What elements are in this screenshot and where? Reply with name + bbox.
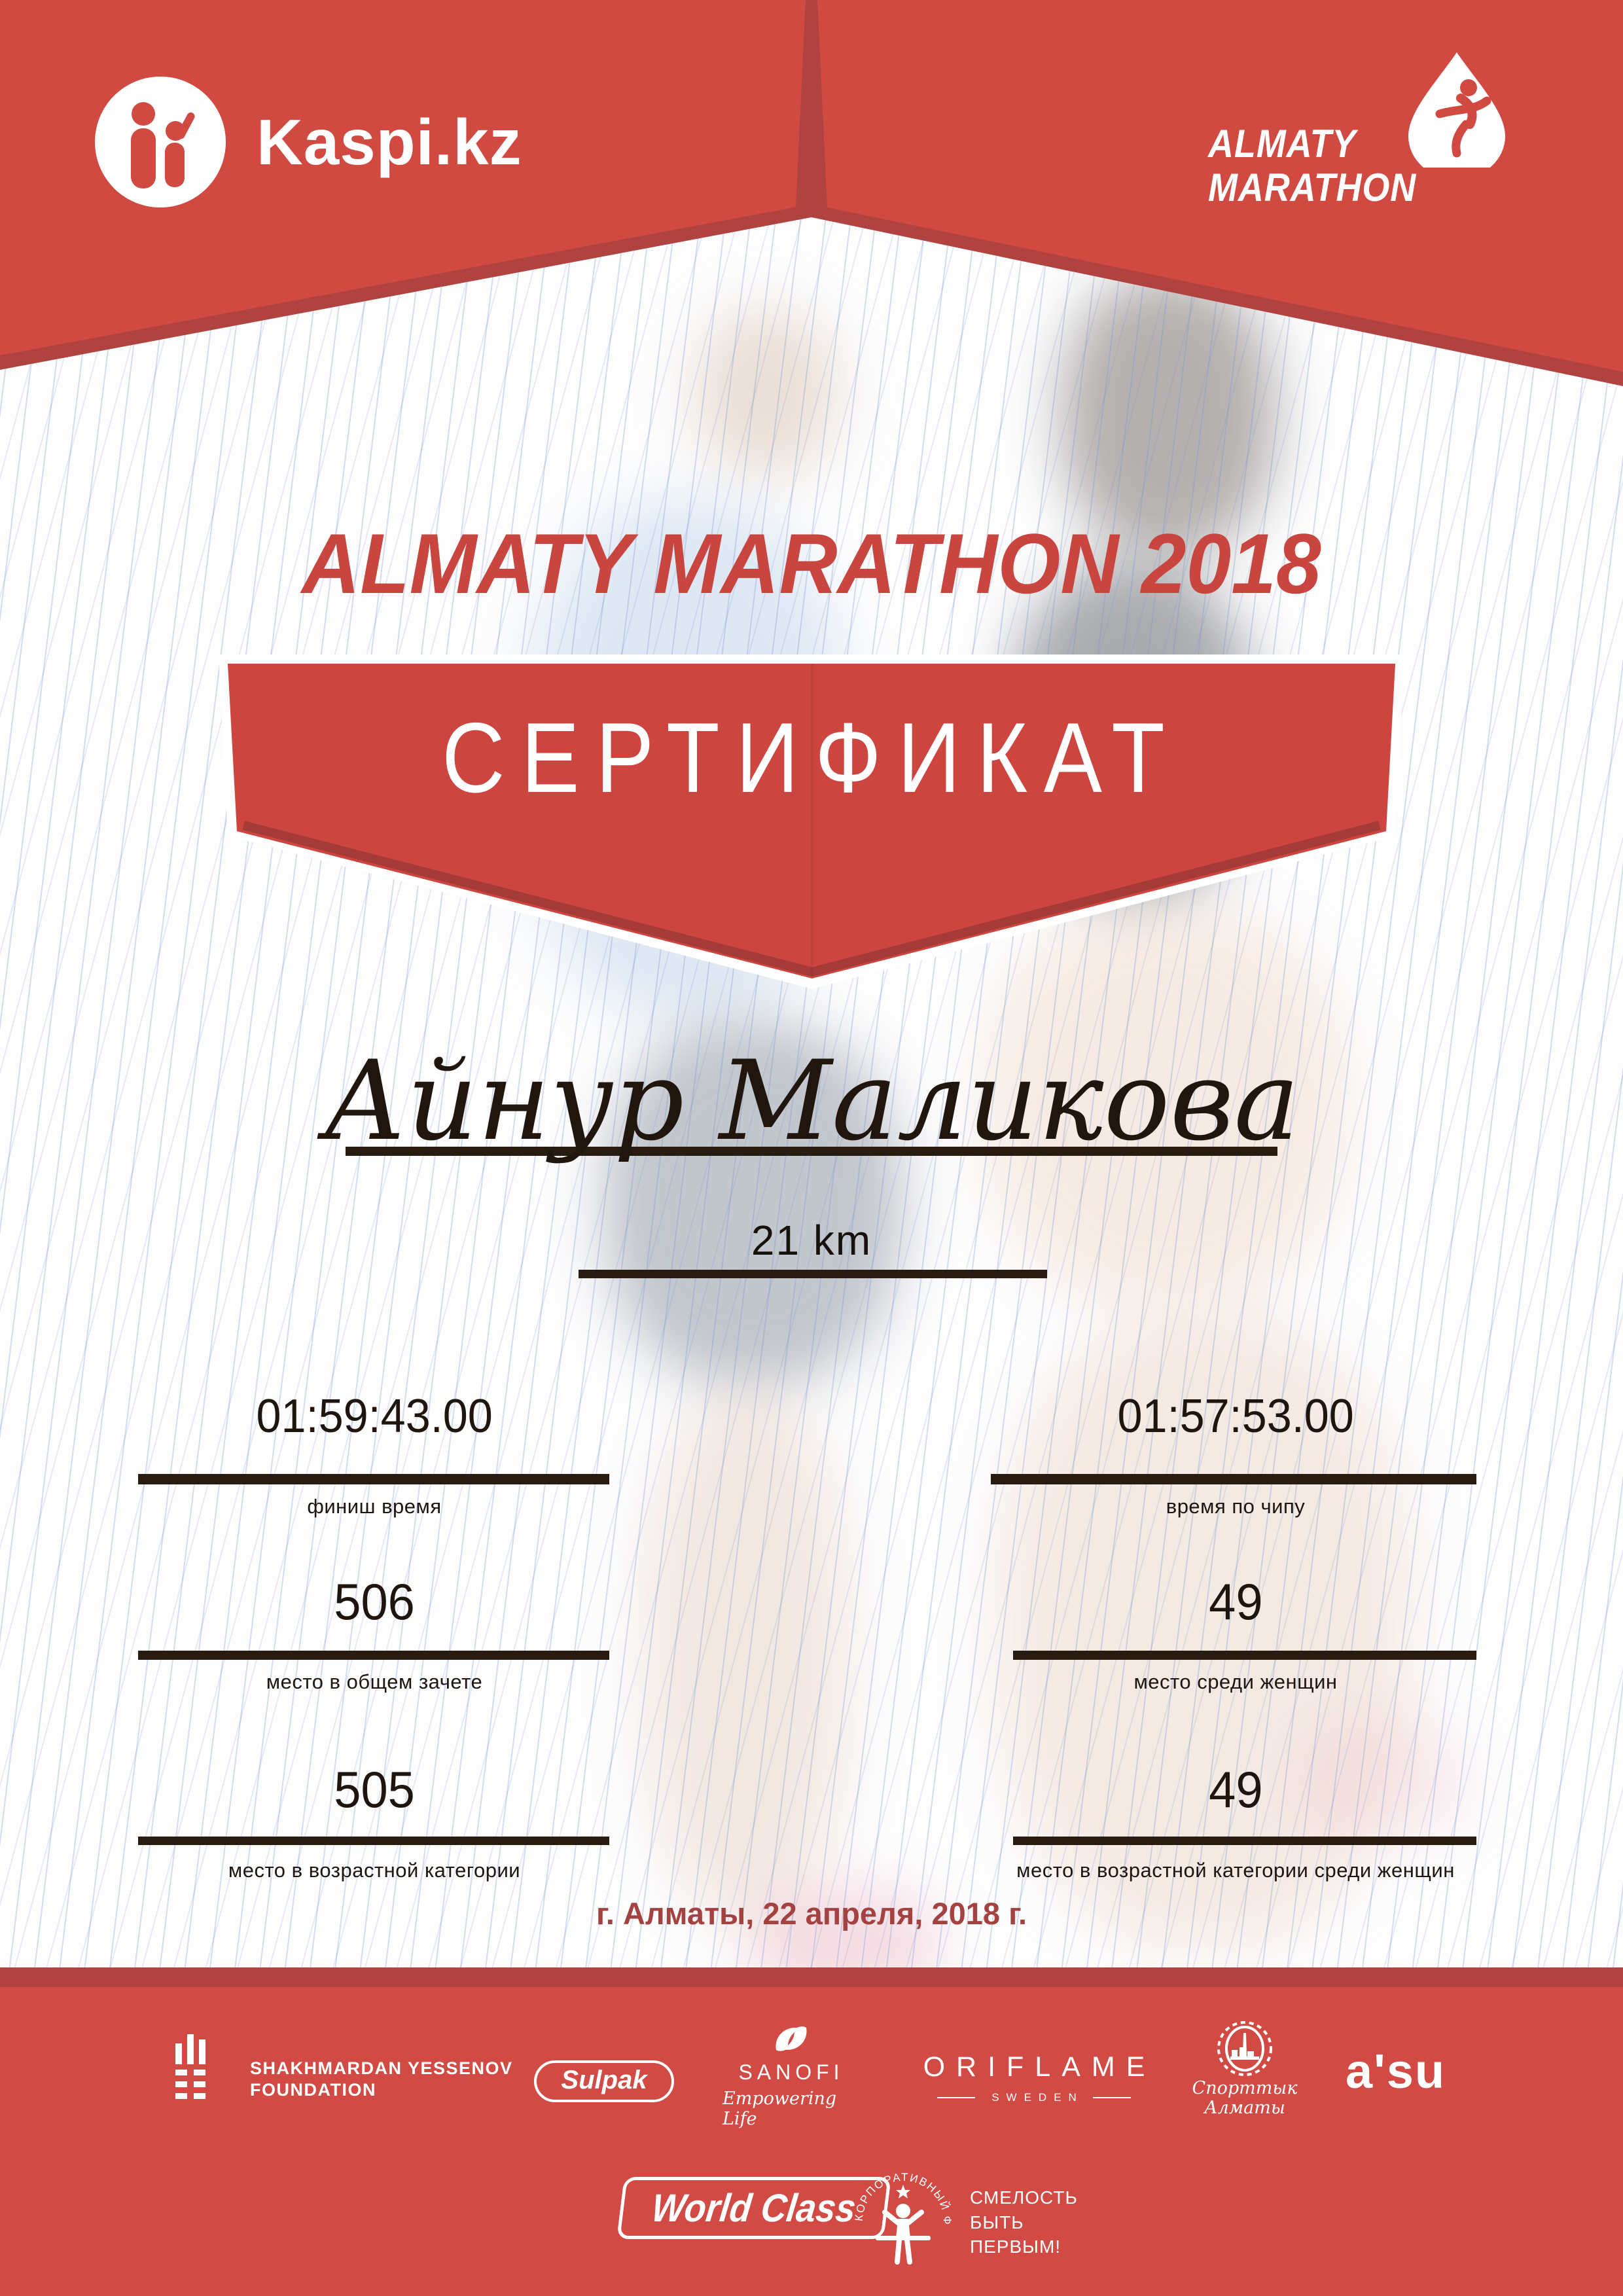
badge-inner-shadow bbox=[242, 821, 1381, 977]
kaspi-wordmark: Kaspi.kz bbox=[257, 105, 522, 178]
fund-runner-icon: КОРПОРАТИВНЫЙ ФОНД bbox=[851, 2151, 952, 2265]
stat-underline bbox=[991, 1474, 1476, 1484]
runner-name: Айнур Маликова bbox=[323, 1037, 1300, 1165]
sporttyk-badge-icon bbox=[1217, 2021, 1272, 2076]
kaspi-logo: Kaspi.kz bbox=[92, 73, 522, 211]
banner-center-crease bbox=[796, 0, 827, 217]
stat-label: место в возрастной категории bbox=[228, 1859, 521, 1882]
stat-overall-place: 506 место в общем зачете bbox=[111, 1576, 637, 1707]
yessenov-bars-icon bbox=[175, 2034, 205, 2099]
sanofi-wordmark: SANOFI bbox=[738, 2060, 844, 2084]
sanofi-swirl-icon bbox=[776, 2026, 807, 2051]
stat-label: место в общем зачете bbox=[266, 1670, 483, 1693]
photo-blob bbox=[1296, 1715, 1466, 1846]
marathon-line: MARATHON bbox=[1208, 166, 1417, 210]
fund-motto: СМЕЛОСТЬ БЫТЬ ПЕРВЫМ! bbox=[970, 2187, 1078, 2257]
oriflame-rule-left bbox=[937, 2097, 976, 2098]
stat-underline bbox=[1013, 1651, 1476, 1660]
footer-divider-strip bbox=[0, 1967, 1623, 1987]
stat-age-category-women-place: 49 место в возрастной категории среди же… bbox=[972, 1764, 1499, 1901]
stat-value: 49 bbox=[1208, 1573, 1263, 1630]
stat-age-category-place: 505 место в возрастной категории bbox=[111, 1764, 637, 1901]
stat-underline bbox=[1013, 1837, 1476, 1845]
sponsor-world-class: World Class bbox=[616, 2177, 891, 2239]
sponsor-footer bbox=[0, 1987, 1623, 2296]
sponsor-sporttyk-almaty: Спорттык Алматы bbox=[1192, 2020, 1297, 2118]
stat-finish-time: 01:59:43.00 финиш время bbox=[111, 1393, 637, 1524]
stat-value: 49 bbox=[1208, 1761, 1263, 1818]
almaty-marathon-wordmark: ALMATY MARATHON bbox=[1208, 122, 1416, 209]
oriflame-sweden-row: SWEDEN bbox=[937, 2091, 1131, 2104]
almaty-runner-drop-icon bbox=[1408, 52, 1505, 168]
sanofi-tagline: Empowering Life bbox=[722, 2089, 837, 2129]
oriflame-sweden: SWEDEN bbox=[991, 2091, 1084, 2104]
stat-underline bbox=[138, 1474, 609, 1484]
sponsor-asu: a'su bbox=[1346, 2044, 1446, 2098]
sponsor-corporate-fund: КОРПОРАТИВНЫЙ ФОНД СМЕЛОСТЬ БЫТЬ ПЕРВЫМ! bbox=[851, 2151, 1078, 2272]
oriflame-rule-right bbox=[1092, 2097, 1131, 2098]
stat-chip-time: 01:57:53.00 время по чипу bbox=[972, 1393, 1499, 1524]
photo-blob bbox=[982, 903, 1348, 1309]
stat-value: 506 bbox=[334, 1573, 415, 1630]
sponsor-yessenov-foundation: SHAKHMARDAN YESSENOV FOUNDATION bbox=[171, 2034, 513, 2101]
yessenov-text: SHAKHMARDAN YESSENOV FOUNDATION bbox=[250, 2058, 513, 2100]
sponsor-sanofi: SANOFI Empowering Life bbox=[722, 2022, 860, 2129]
stat-underline bbox=[138, 1651, 609, 1660]
distance-value: 21 km bbox=[751, 1217, 872, 1264]
stat-underline bbox=[138, 1837, 609, 1845]
stat-value: 01:59:43.00 bbox=[256, 1390, 493, 1443]
photo-blob bbox=[641, 1388, 851, 1924]
stat-label: место в возрастной категории среди женщи… bbox=[1016, 1859, 1455, 1882]
photo-blob bbox=[1060, 275, 1276, 556]
stat-value: 01:57:53.00 bbox=[1117, 1390, 1354, 1443]
kaspi-people-icon bbox=[95, 77, 226, 207]
stat-value: 505 bbox=[334, 1761, 415, 1818]
sporttyk-text: Спорттык Алматы bbox=[1192, 2078, 1298, 2119]
event-title: ALMATY MARATHON 2018 bbox=[302, 516, 1321, 611]
stat-label: финиш время bbox=[307, 1495, 442, 1518]
stat-women-place: 49 место среди женщин bbox=[972, 1576, 1499, 1707]
almaty-line: ALMATY bbox=[1208, 122, 1357, 166]
name-underline bbox=[346, 1147, 1277, 1156]
stat-label: время по чипу bbox=[1166, 1495, 1306, 1518]
oriflame-wordmark: ORIFLAME bbox=[923, 2051, 1156, 2083]
sponsor-sulpak: Sulpak bbox=[534, 2060, 674, 2102]
photo-blob bbox=[602, 1021, 903, 1388]
photo-blob bbox=[694, 308, 838, 478]
distance-underline bbox=[579, 1270, 1047, 1278]
stat-label: место среди женщин bbox=[1133, 1670, 1338, 1693]
event-date-location: г. Алматы, 22 апреля, 2018 г. bbox=[596, 1896, 1027, 1931]
certificate-badge bbox=[219, 655, 1404, 989]
top-banner-ribbon bbox=[0, 0, 1623, 386]
sponsor-oriflame: ORIFLAME SWEDEN bbox=[919, 2051, 1149, 2104]
certificate-label: СЕРТИФИКАТ bbox=[442, 702, 1181, 814]
